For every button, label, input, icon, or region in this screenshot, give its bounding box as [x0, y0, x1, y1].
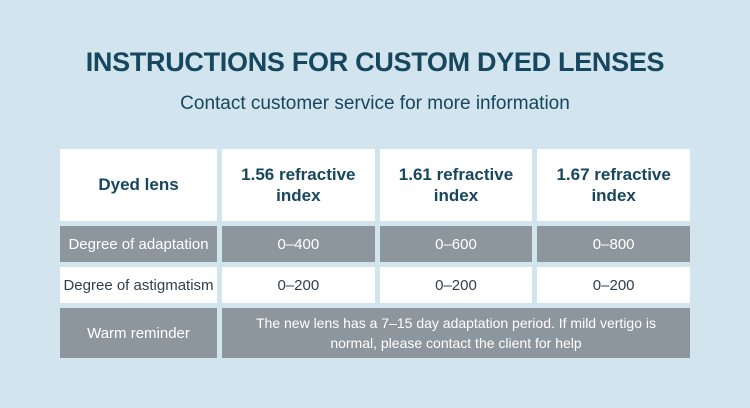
row-label-warm-reminder: Warm reminder [60, 308, 217, 358]
row-label-degree-of-adaptation: Degree of adaptation [60, 226, 217, 262]
astigmatism-value-1-67: 0–200 [537, 267, 690, 303]
page-subtitle: Contact customer service for more inform… [180, 93, 570, 114]
warm-reminder-text: The new lens has a 7–15 day adaptation p… [222, 308, 690, 358]
astigmatism-value-1-56: 0–200 [222, 267, 375, 303]
page-title: INSTRUCTIONS FOR CUSTOM DYED LENSES [85, 47, 665, 77]
astigmatism-value-1-61: 0–200 [379, 267, 533, 303]
lens-spec-table: Dyed lens 1.56 refractive index 1.61 ref… [60, 149, 690, 358]
row-label-degree-of-astigmatism: Degree of astigmatism [60, 267, 217, 303]
adaptation-value-1-67: 0–800 [537, 226, 690, 262]
table-header-1-67-index: 1.67 refractive index [537, 149, 690, 221]
adaptation-value-1-56: 0–400 [222, 226, 375, 262]
adaptation-value-1-61: 0–600 [379, 226, 533, 262]
table-header-dyed-lens: Dyed lens [60, 149, 217, 221]
table-header-1-61-index: 1.61 refractive index [379, 149, 533, 221]
table-header-1-56-index: 1.56 refractive index [222, 149, 375, 221]
